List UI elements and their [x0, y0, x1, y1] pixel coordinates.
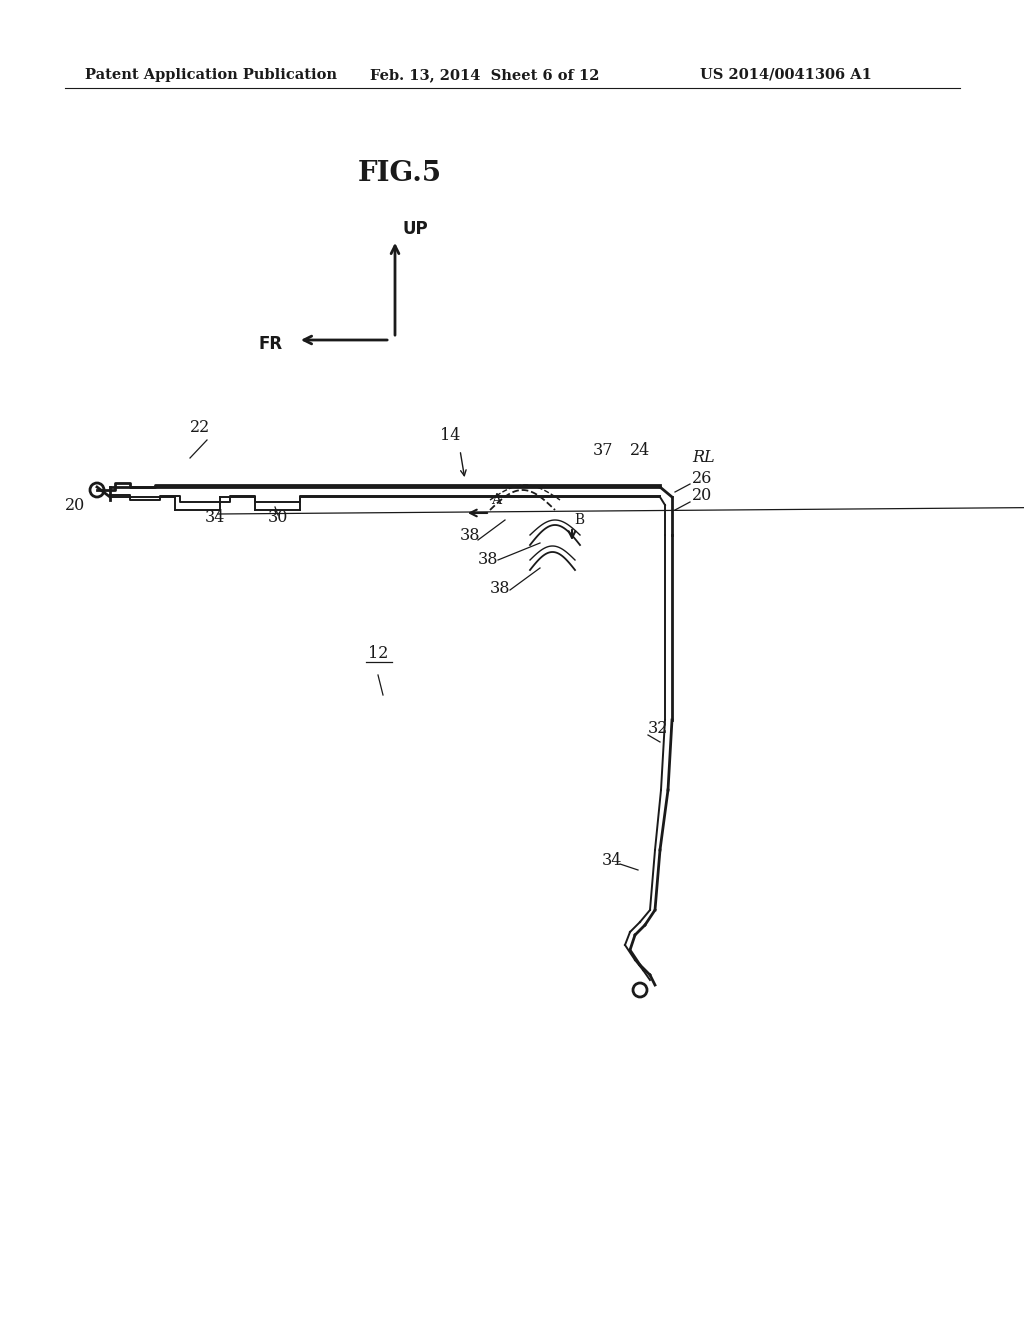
Text: 37: 37 [593, 442, 613, 459]
Text: 38: 38 [460, 527, 480, 544]
Text: 30: 30 [268, 510, 288, 525]
Text: Patent Application Publication: Patent Application Publication [85, 69, 337, 82]
Text: FIG.5: FIG.5 [358, 160, 442, 187]
Text: 12: 12 [368, 645, 388, 663]
Text: 38: 38 [489, 579, 510, 597]
Text: A: A [490, 492, 501, 507]
Text: 14: 14 [440, 426, 460, 444]
Text: UP: UP [403, 220, 429, 238]
Text: FR: FR [258, 335, 283, 352]
Text: 34: 34 [205, 510, 225, 525]
Text: 34: 34 [602, 851, 623, 869]
Text: US 2014/0041306 A1: US 2014/0041306 A1 [700, 69, 871, 82]
Text: 32: 32 [648, 719, 669, 737]
Text: 22: 22 [189, 418, 210, 436]
Text: RL: RL [692, 449, 715, 466]
Text: 38: 38 [478, 550, 499, 568]
Text: 20: 20 [65, 498, 85, 513]
Text: B: B [574, 513, 584, 527]
Text: 26: 26 [692, 470, 713, 487]
Text: 24: 24 [630, 442, 650, 459]
Text: 20: 20 [692, 487, 713, 504]
Text: Feb. 13, 2014  Sheet 6 of 12: Feb. 13, 2014 Sheet 6 of 12 [370, 69, 599, 82]
